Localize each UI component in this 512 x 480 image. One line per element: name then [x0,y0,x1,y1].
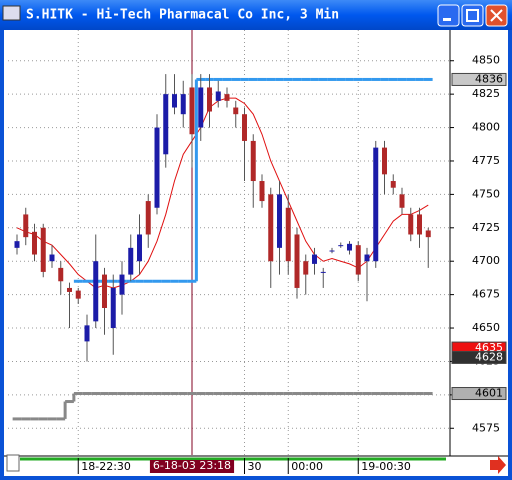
x-tick-label: 18-22:30 [81,460,131,473]
candle-body [49,254,55,262]
candle-body [242,114,247,141]
candle-body [137,234,142,262]
candle-body [268,194,274,262]
price-marker-label: 4836 [475,72,503,85]
cursor-label-bg [149,460,235,473]
candle-body [215,91,221,101]
title-bar [0,0,512,30]
candle-body [408,214,414,235]
y-tick-label: 4750 [472,187,500,200]
candle-body [75,290,81,299]
candle-body [382,147,387,175]
candle-body [172,94,177,108]
candle-body [425,230,431,238]
candle-body [58,267,64,282]
price-marker-label: 4601 [475,387,503,400]
candle-body [84,325,90,342]
y-tick-label: 4675 [472,288,500,301]
candle-body [145,201,151,235]
candle-body [93,261,99,322]
candle-body [417,214,422,235]
price-marker-label: 4635 [475,341,503,354]
minimize-icon [443,18,451,21]
candle-body [163,94,169,155]
y-tick-label: 4800 [472,121,500,134]
y-tick-label: 4775 [472,154,500,167]
candle-body [320,271,326,273]
close-icon [490,9,503,22]
maximize-button[interactable] [461,4,484,27]
candle-body [390,181,396,188]
price-marker-label: 4628 [475,350,503,363]
candle-body [102,274,107,308]
scroll-box[interactable] [6,454,20,472]
candle-body [40,227,46,272]
candle-body [119,274,125,295]
candle-body [110,287,116,329]
y-tick-label: 4825 [472,87,500,100]
scroll-arrow[interactable] [490,456,506,474]
x-tick-label: 00:00 [291,460,323,473]
candle-body [250,140,256,182]
candle-body [128,247,134,275]
candle-body [373,147,379,262]
window-icon [2,5,21,21]
candle-body [207,87,212,112]
candle-body [154,127,160,208]
candle-body [224,94,230,101]
candle-body [233,107,239,115]
candle-body [23,214,29,238]
candle-body [399,194,405,208]
candle-body [364,254,370,262]
price-marker [451,387,507,401]
minimize-button[interactable] [437,4,460,27]
x-tick-label: 19-00:30 [361,460,411,473]
y-tick-label: 4650 [472,321,500,334]
candle-body [180,94,186,115]
y-tick-label: 4850 [472,54,500,67]
candle-body [189,87,195,135]
candle-body [329,250,335,252]
candle-body [277,194,282,248]
candle-body [338,245,344,247]
price-marker [451,72,507,86]
y-tick-label: 4725 [472,221,500,234]
candle-body [32,231,37,255]
candle-body [285,207,291,262]
candle-body [355,245,361,275]
candle-body [67,287,72,292]
cursor-label: 6-18-03 23:18 [153,459,231,472]
candle-body [14,241,20,248]
candle-body [198,87,204,128]
x-tick-label: 30 [248,460,262,473]
candle-body [303,261,309,275]
candle-body [347,243,352,251]
window-title: S.HITK - Hi-Tech Pharmacal Co Inc, 3 Min [26,8,339,23]
y-tick-label: 4575 [472,421,500,434]
maximize-icon [466,9,479,22]
candle-body [312,254,317,264]
chart-area [4,30,508,476]
candle-body [294,234,300,288]
candle-body [259,181,265,202]
price-marker [451,350,507,364]
y-tick-label: 4700 [472,254,500,267]
